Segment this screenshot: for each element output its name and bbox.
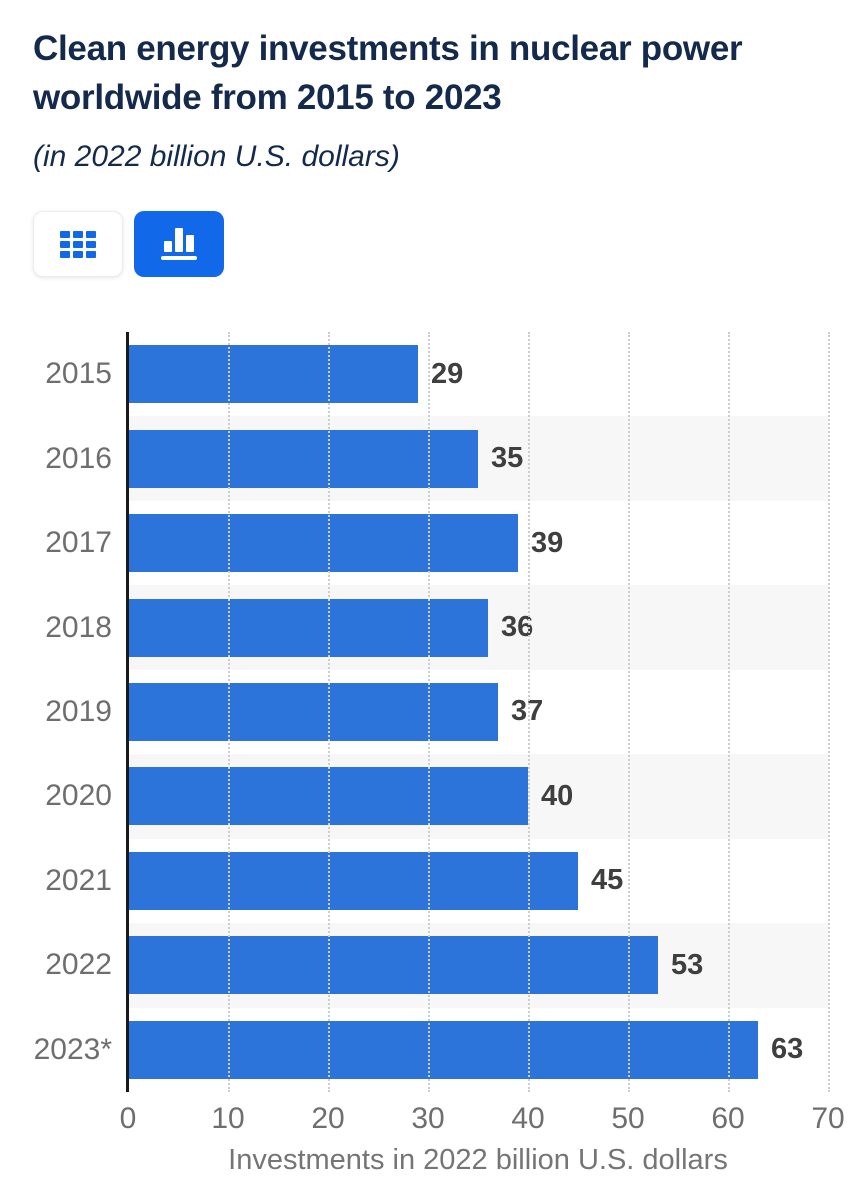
row-band: 53 [128,923,828,1008]
x-tick-label: 30 [411,1102,445,1135]
bar-2019[interactable] [128,682,498,741]
page-title: Clean energy investments in nuclear powe… [33,29,743,117]
bar-value-label: 45 [591,864,624,897]
year-label: 2015 [45,357,112,391]
row-band: 40 [128,754,828,839]
bar-2023[interactable] [128,1020,758,1079]
x-tick-label: 70 [811,1102,845,1135]
x-tick-label: 10 [211,1102,245,1135]
year-label: 2021 [45,863,112,897]
row-band: 29 [128,332,828,416]
x-tick-label: 0 [119,1102,137,1135]
bar-value-label: 37 [511,695,544,728]
bar-row: 2022 53 [0,923,867,1008]
bar-chart: 2015 29 2016 35 2017 39 2018 36 2019 37 2020 40 2021… [0,332,867,1092]
table-grid-icon [60,230,96,258]
bar-row: 2018 36 [0,585,867,670]
year-label: 2022 [45,948,112,982]
bar-2018[interactable] [128,598,488,657]
bar-2016[interactable] [128,429,478,488]
bar-2020[interactable] [128,767,528,826]
bar-value-label: 36 [501,611,534,644]
x-axis-ticks: 0 10 20 30 40 50 60 70 [0,1092,867,1138]
bar-row: 2021 45 [0,839,867,923]
bar-row: 2020 40 [0,754,867,839]
bar-row: 2015 29 [0,332,867,416]
y-axis-line [126,332,129,1092]
bar-row: 2016 35 [0,416,867,501]
table-view-button[interactable] [33,211,123,277]
bar-2017[interactable] [128,514,518,573]
bar-value-label: 53 [671,948,704,981]
row-band: 63 [128,1008,828,1092]
bar-2022[interactable] [128,936,658,995]
year-label: 2020 [45,779,112,813]
row-band: 39 [128,501,828,585]
year-label: 2016 [45,441,112,475]
row-band: 35 [128,416,828,501]
year-label: 2023* [33,1032,112,1066]
row-band: 45 [128,839,828,923]
x-tick-label: 60 [711,1102,745,1135]
chart-rows: 2015 29 2016 35 2017 39 2018 36 2019 37 2020 40 2021… [0,332,867,1092]
bar-row: 2017 39 [0,501,867,585]
x-tick-label: 40 [511,1102,545,1135]
bar-value-label: 39 [531,526,564,559]
bar-value-label: 35 [491,442,524,475]
page-subtitle: (in 2022 billion U.S. dollars) [33,140,400,173]
bar-2021[interactable] [128,851,578,910]
x-tick-label: 20 [311,1102,345,1135]
bar-row: 2019 37 [0,670,867,754]
chart-view-button[interactable] [134,211,224,277]
bar-value-label: 29 [431,357,464,390]
row-band: 36 [128,585,828,670]
bar-value-label: 63 [771,1033,804,1066]
row-band: 37 [128,670,828,754]
chart-header: Clean energy investments in nuclear powe… [0,0,867,175]
year-label: 2018 [45,610,112,644]
bar-chart-icon [161,228,197,260]
year-label: 2019 [45,694,112,728]
bar-row: 2023* 63 [0,1008,867,1092]
bar-2015[interactable] [128,345,418,404]
x-axis-label: Investments in 2022 billion U.S. dollars [228,1144,728,1176]
view-toggle-toolbar [33,211,867,277]
year-label: 2017 [45,526,112,560]
bar-value-label: 40 [541,779,574,812]
x-tick-label: 50 [611,1102,645,1135]
